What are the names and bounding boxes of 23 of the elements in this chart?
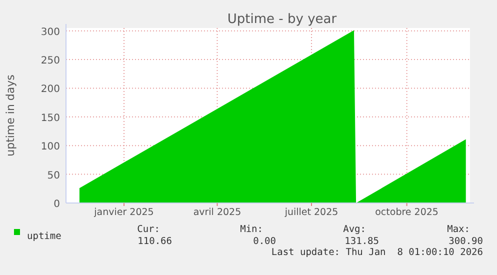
text: Cur: (137, 224, 160, 235)
text: Avg: (343, 224, 366, 235)
text: Min: (240, 224, 263, 235)
y-tick-label: 200 (40, 84, 60, 96)
text: 300.90 (448, 236, 484, 247)
text: 110.66 (138, 236, 172, 247)
chart-title: Uptime - by year (227, 12, 338, 27)
x-tick-label: octobre 2025 (375, 207, 438, 218)
y-tick-label: 0 (54, 199, 60, 210)
y-tick-label: 250 (40, 56, 60, 67)
y-tick-label: 50 (47, 170, 60, 182)
x-tick-label: avril 2025 (193, 207, 242, 218)
y-tick-label: 150 (40, 112, 60, 124)
text: 131.85 (344, 236, 379, 247)
y-tick-label: 100 (40, 142, 60, 153)
y-tick-label: 300 (40, 26, 60, 38)
text: Last update: Thu Jan 8 01:00:10 2026 (271, 247, 484, 258)
legend-label: uptime (27, 231, 62, 242)
text: Max: (447, 224, 470, 235)
x-tick-label: juillet 2025 (284, 207, 338, 218)
x-tick-label: janvier 2025 (93, 207, 154, 218)
y-axis-title: uptime in days (4, 74, 17, 156)
text: 0.00 (253, 236, 276, 247)
